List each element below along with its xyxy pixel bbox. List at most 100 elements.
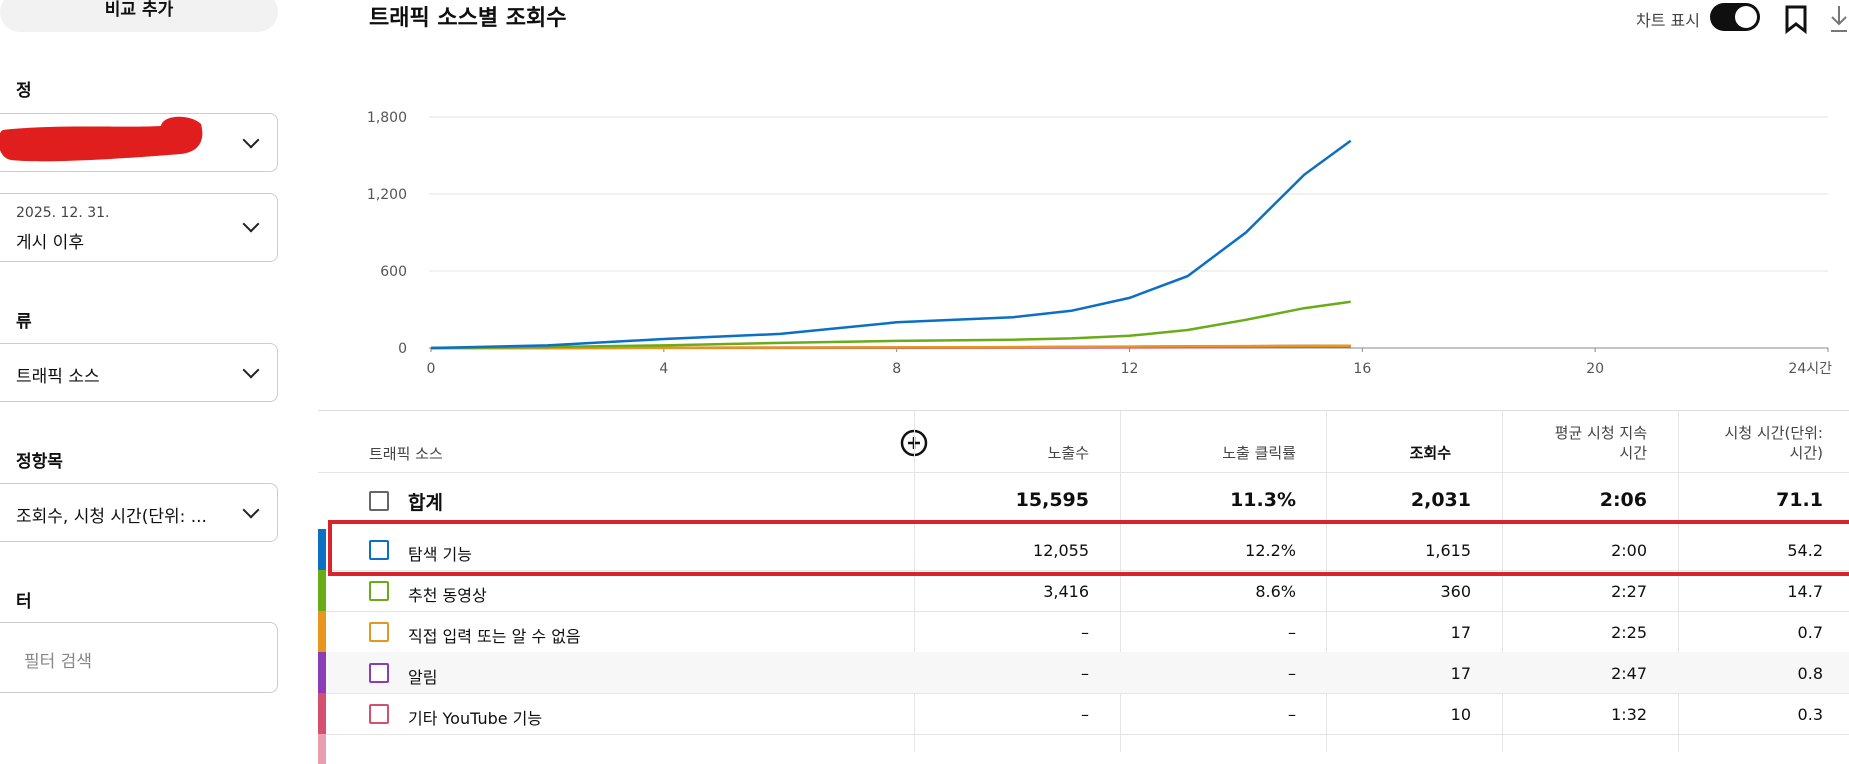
divider xyxy=(318,410,1849,411)
compare-button[interactable]: 비교 추가 xyxy=(0,0,278,32)
placeholder: 필터 검색 xyxy=(24,652,92,672)
total-cell: 2:06 xyxy=(1599,489,1647,511)
column-divider xyxy=(1326,411,1327,752)
type-dropdown[interactable]: 트래픽 소스 xyxy=(0,343,278,402)
table-cell: 12.2% xyxy=(1245,541,1296,560)
total-label: 합계 xyxy=(408,492,443,514)
x-tick-label: 12 xyxy=(1121,361,1139,377)
series-line xyxy=(430,344,1351,350)
legend-label: 탐색 기능 xyxy=(408,545,472,564)
metrics-dropdown[interactable]: 조회수, 시청 시간(단위: ... xyxy=(0,483,278,542)
column-header[interactable]: 평균 시청 지속 시간 xyxy=(1554,424,1647,462)
table-cell: – xyxy=(1081,705,1089,724)
chart-toggle[interactable] xyxy=(1710,3,1760,31)
series-color-bar xyxy=(318,652,326,693)
row-divider xyxy=(318,611,1849,612)
table-cell: 2:27 xyxy=(1611,582,1647,601)
row-bg xyxy=(326,652,1849,693)
x-tick-label: 4 xyxy=(659,361,668,377)
column-divider xyxy=(1678,411,1679,752)
y-tick-label: 1,200 xyxy=(367,187,407,203)
section-label: 터 xyxy=(16,592,32,612)
button-text: 비교 추가 xyxy=(104,0,174,20)
checkbox[interactable] xyxy=(369,622,389,642)
legend-label: 직접 입력 또는 알 수 없음 xyxy=(408,627,581,646)
total-cell: 71.1 xyxy=(1776,489,1823,511)
date-range: 2025. 12. 31. xyxy=(16,205,110,221)
checkbox[interactable] xyxy=(369,581,389,601)
dropdown-value: 트래픽 소스 xyxy=(16,367,100,387)
bookmark-icon[interactable] xyxy=(1782,4,1810,34)
table-cell: 8.6% xyxy=(1255,582,1296,601)
checkbox[interactable] xyxy=(369,663,389,683)
x-tick-label: 20 xyxy=(1586,361,1604,377)
toggle-label: 차트 표시 xyxy=(1636,11,1700,30)
section-label: 정 xyxy=(16,81,32,101)
table-cell: – xyxy=(1288,623,1296,642)
table-cell: 1:32 xyxy=(1611,705,1647,724)
table-cell: 1,615 xyxy=(1425,541,1471,560)
table-cell: – xyxy=(1081,623,1089,642)
row-divider xyxy=(318,693,1849,694)
x-tick-label: 16 xyxy=(1353,361,1371,377)
column-divider xyxy=(1120,411,1121,752)
total-cell: 11.3% xyxy=(1230,489,1296,511)
series-line xyxy=(430,300,1351,350)
table-cell: 360 xyxy=(1440,582,1471,601)
column-header[interactable]: 시청 시간(단위: 시간) xyxy=(1724,424,1823,462)
table-cell: 2:47 xyxy=(1611,664,1647,683)
table-cell: 0.7 xyxy=(1797,623,1823,642)
legend-label: 추천 동영상 xyxy=(408,586,487,605)
total-cell: 15,595 xyxy=(1015,489,1089,511)
x-tick-label: 0 xyxy=(427,361,436,377)
legend-label: 기타 YouTube 기능 xyxy=(408,709,543,728)
legend-label: 알림 xyxy=(408,668,438,687)
series-color-bar xyxy=(318,529,326,570)
checkbox[interactable] xyxy=(369,540,389,560)
series-color-bar xyxy=(318,693,326,734)
highlight-box xyxy=(328,520,1849,576)
y-tick-label: 0 xyxy=(398,341,407,357)
column-divider xyxy=(1502,411,1503,752)
table-cell: 54.2 xyxy=(1787,541,1823,560)
date-preset: 게시 이후 xyxy=(16,233,84,253)
column-header[interactable]: 노출 클릭률 xyxy=(1222,444,1296,462)
series-color-bar xyxy=(318,570,326,611)
section-label: 류 xyxy=(16,312,32,332)
checkbox[interactable] xyxy=(369,704,389,724)
table-cell: 17 xyxy=(1450,623,1471,642)
table-cell: 2:25 xyxy=(1611,623,1647,642)
row-divider xyxy=(318,570,1849,571)
y-tick-label: 600 xyxy=(380,264,407,280)
row-divider xyxy=(318,734,1849,735)
column-header[interactable]: 조회수 xyxy=(1409,444,1451,462)
x-tick-label: 24시간 xyxy=(1788,361,1832,377)
table-cell: 10 xyxy=(1450,705,1471,724)
table-cell: 0.8 xyxy=(1797,664,1823,683)
dropdown[interactable] xyxy=(0,113,278,172)
table-cell: – xyxy=(1288,705,1296,724)
table-cell: 14.7 xyxy=(1787,582,1823,601)
filter-input[interactable]: 필터 검색 xyxy=(0,622,278,693)
total-cell: 2,031 xyxy=(1410,489,1471,511)
column-header: 트래픽 소스 xyxy=(369,445,443,463)
redaction xyxy=(0,116,203,162)
series-color-bar xyxy=(318,734,326,764)
table-cell: 12,055 xyxy=(1033,541,1089,560)
table-cell: 0.3 xyxy=(1797,705,1823,724)
checkbox[interactable] xyxy=(369,491,389,511)
table-cell: 3,416 xyxy=(1043,582,1089,601)
y-tick-label: 1,800 xyxy=(367,110,407,126)
download-icon[interactable] xyxy=(1828,4,1849,34)
section-label: 정항목 xyxy=(16,452,63,472)
table-cell: – xyxy=(1081,664,1089,683)
x-tick-label: 8 xyxy=(892,361,901,377)
dropdown-value: 조회수, 시청 시간(단위: ... xyxy=(16,507,207,527)
date-dropdown[interactable]: 2025. 12. 31. 게시 이후 xyxy=(0,193,278,262)
chart-title: 트래픽 소스별 조회수 xyxy=(369,6,567,31)
row-divider xyxy=(318,472,1849,473)
column-header[interactable]: 노출수 xyxy=(1047,444,1089,462)
table-cell: 17 xyxy=(1450,664,1471,683)
